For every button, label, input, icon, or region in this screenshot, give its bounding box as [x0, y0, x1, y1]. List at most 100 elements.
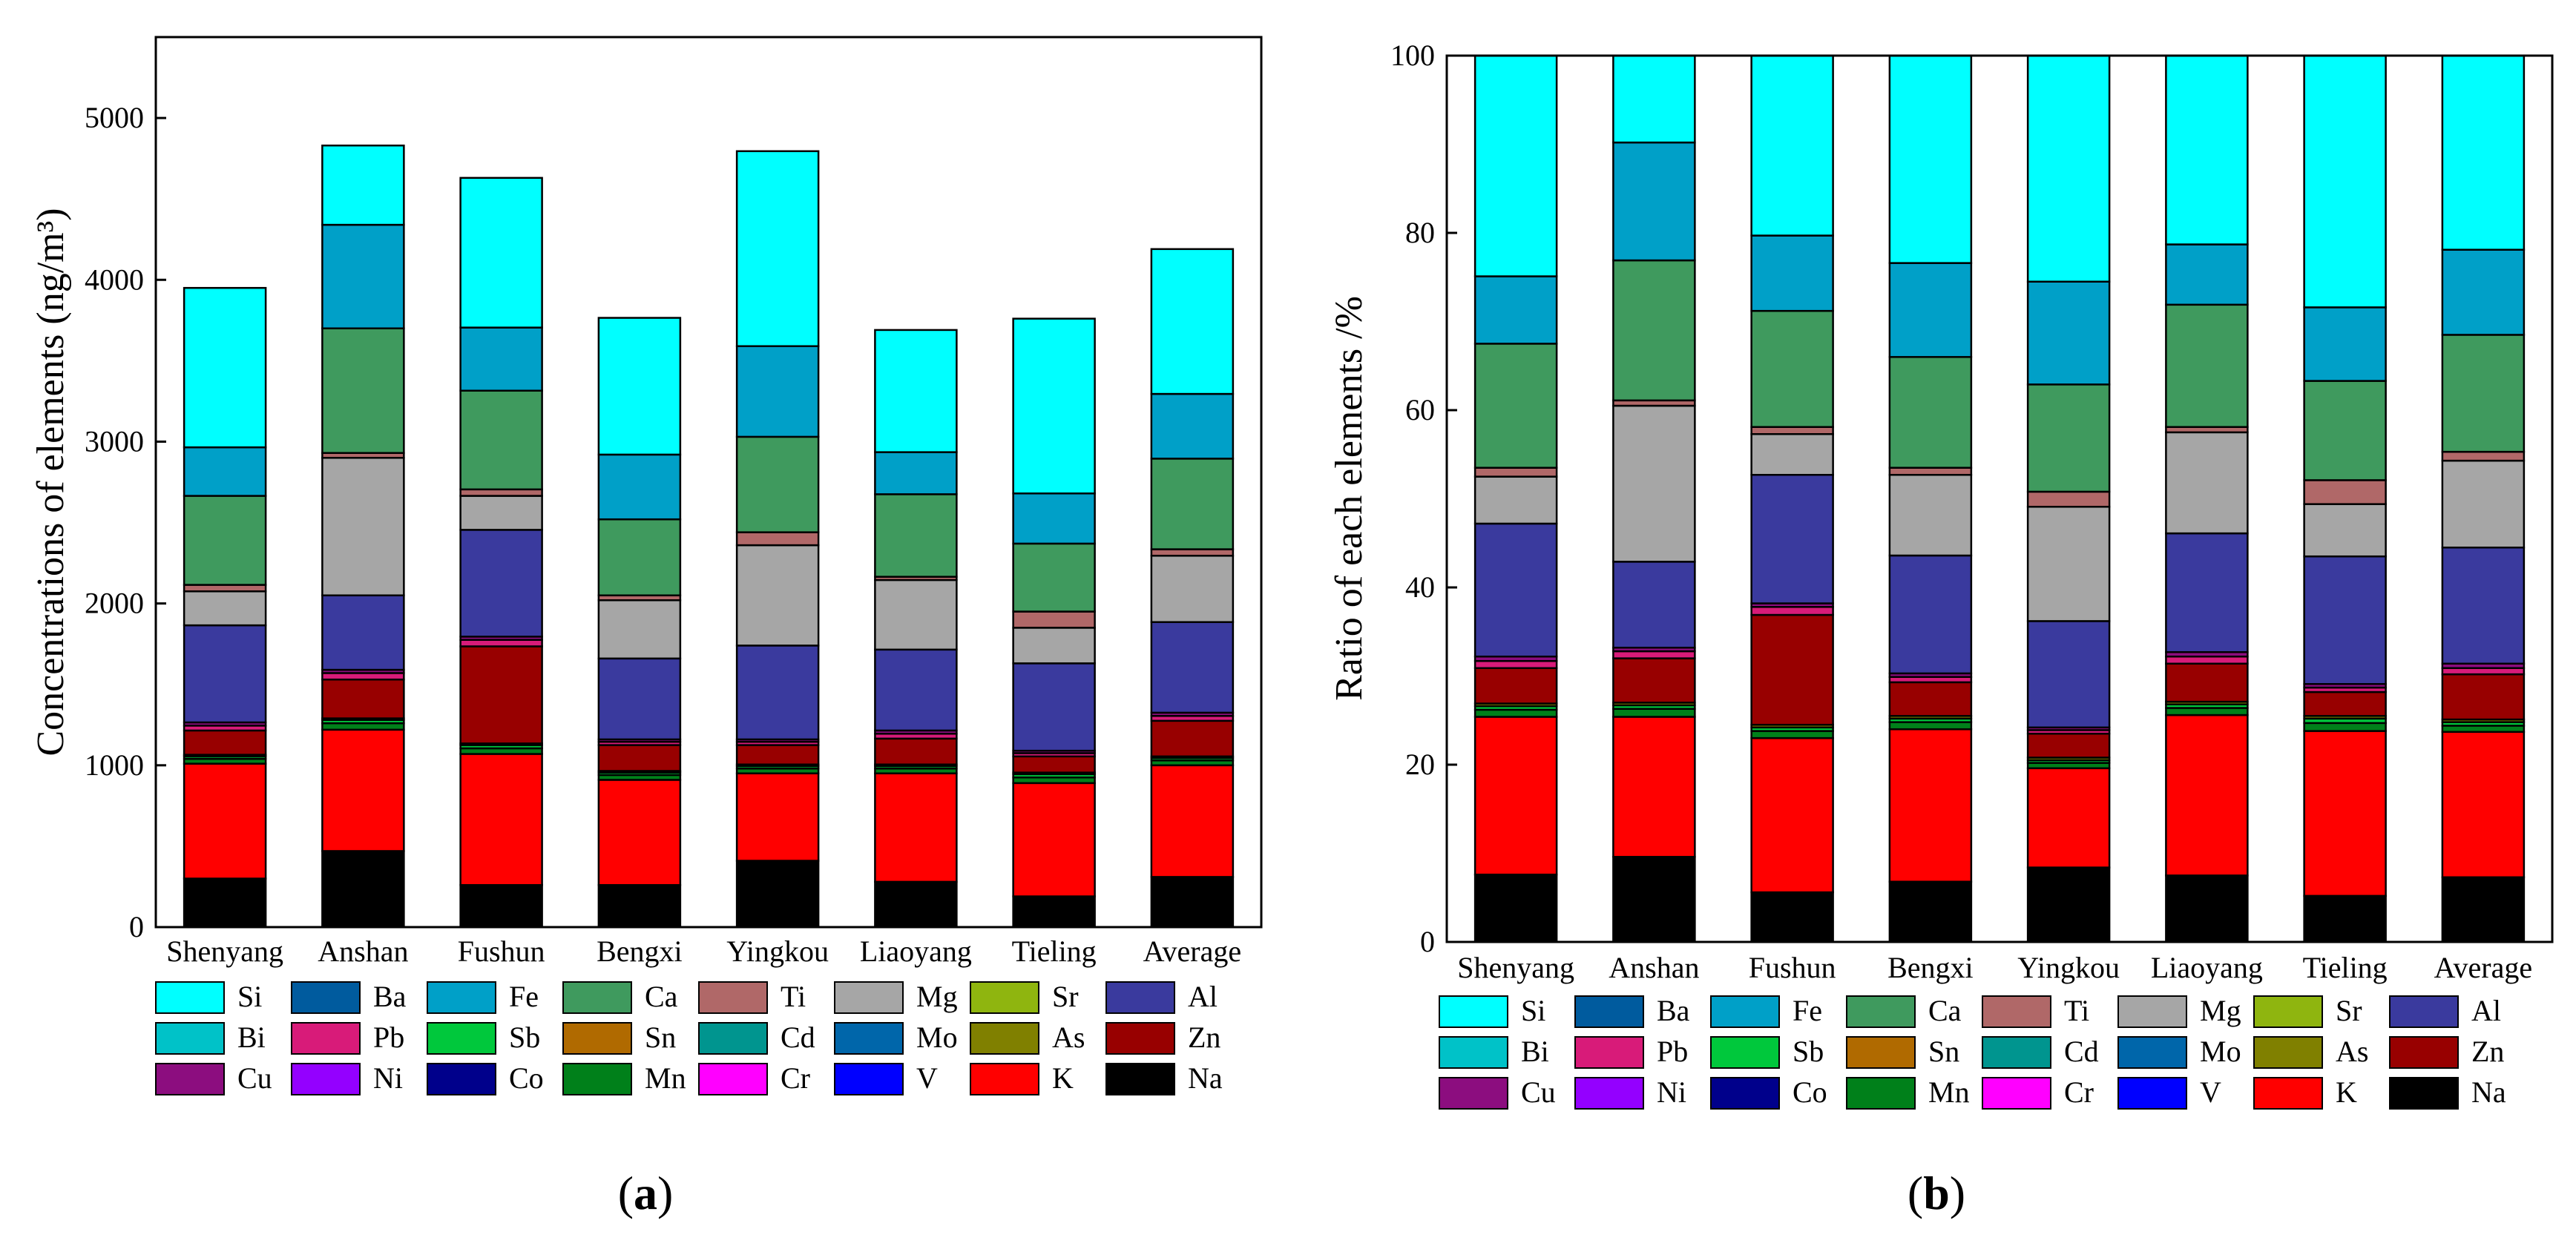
bar-segment-fe: [1888, 262, 1973, 358]
legend-label-v: V: [2200, 1075, 2221, 1109]
panel-label-open: (: [618, 1167, 634, 1219]
bar-segment-si: [1612, 54, 1696, 144]
legend-swatch-sr: [2253, 995, 2323, 1028]
bar-segment-al: [1612, 561, 1696, 649]
bar-segment-mg: [2026, 506, 2111, 622]
legend-swatch-pb: [1574, 1036, 1644, 1069]
bar-segment-fe: [874, 451, 958, 495]
y-tick-label: 60: [1405, 393, 1435, 426]
y-tick-label: 2000: [85, 587, 144, 620]
bar-segment-si: [735, 150, 820, 347]
bar-segment-si: [1012, 317, 1096, 495]
bar-segment-mn: [1888, 721, 1973, 731]
legend-label-v: V: [916, 1061, 938, 1095]
bar-segment-fe: [183, 446, 267, 497]
bar-segment-mg: [321, 457, 405, 596]
bar-segment-zn: [1012, 755, 1096, 774]
bar-segment-zn: [1150, 719, 1235, 758]
bar-segment-al: [2026, 620, 2111, 729]
bar-segment-si: [459, 177, 543, 329]
bar-segment-ti: [459, 488, 543, 497]
panel-label-letter: b: [1923, 1167, 1950, 1219]
legend-swatch-cu: [155, 1063, 225, 1095]
bar-segment-ca: [1612, 259, 1696, 402]
legend-swatch-si: [1439, 995, 1508, 1028]
legend-swatch-v: [2117, 1077, 2187, 1110]
plot-frame: [154, 36, 1263, 929]
bar-segment-pb: [459, 639, 543, 647]
y-tick-label: 3000: [85, 424, 144, 458]
bar-segment-zn: [1888, 681, 1973, 717]
bar-segment-fe: [321, 223, 405, 329]
bar-segment-zn: [2441, 673, 2526, 721]
x-tick-label: Average: [2434, 951, 2533, 984]
bar-segment-zn: [2303, 691, 2387, 717]
bar-segment-zn: [874, 737, 958, 765]
legend-swatch-bi: [1439, 1036, 1508, 1069]
legend-swatch-pb: [291, 1022, 361, 1055]
bar-segment-ca: [183, 495, 267, 586]
legend-label-cr: Cr: [2064, 1075, 2094, 1109]
bar-segment-k: [2303, 730, 2387, 897]
bar-segment-k: [2165, 714, 2249, 877]
bar-segment-k: [2441, 731, 2526, 879]
legend-label-sb: Sb: [509, 1021, 540, 1054]
panel-label-letter: a: [634, 1167, 657, 1219]
y-tick-label: 5000: [85, 101, 144, 134]
x-tick-label: Liaoyang: [860, 935, 972, 968]
legend-label-k: K: [2336, 1075, 2357, 1109]
legend-swatch-na: [2389, 1077, 2459, 1110]
panel-a: 0 1000 2000 3000 4000 5000 Shenyang Anshan Fushu…: [30, 36, 1263, 1219]
legend-label-mg: Mg: [2200, 994, 2241, 1027]
legend-label-k: K: [1052, 1061, 1074, 1095]
bar-segment-al: [2303, 555, 2387, 685]
legend-label-cr: Cr: [781, 1061, 810, 1095]
panel-label-close: ): [657, 1167, 673, 1219]
bar-segment-zn: [183, 729, 267, 756]
x-tick-label: Bengxi: [597, 935, 683, 968]
legend-label-mg: Mg: [916, 980, 958, 1013]
bar-segment-si: [2165, 54, 2249, 245]
panel-label: (a): [618, 1167, 674, 1219]
bar-segment-ti: [1888, 467, 1973, 476]
bar-segment-na: [2303, 894, 2387, 943]
bar-segment-na: [735, 860, 820, 929]
bar-segment-na: [183, 877, 267, 929]
bar-segment-na: [874, 880, 958, 929]
legend-label-mn: Mn: [645, 1061, 686, 1095]
bar-segment-ti: [2026, 490, 2111, 508]
bar-segment-k: [1150, 764, 1235, 878]
bar-segment-fe: [2303, 306, 2387, 382]
panel-b: 0 20 40 60 80 100 Shenyang Anshan Fushun Bengxi Yi…: [1328, 39, 2554, 1219]
bar-segment-fe: [2026, 280, 2111, 386]
bar-segment-si: [1150, 248, 1235, 395]
y-tick-label: 80: [1405, 216, 1435, 249]
bar-segment-mn: [2441, 725, 2526, 734]
bar-segment-mg: [459, 495, 543, 531]
bar-segment-ca: [1150, 458, 1235, 550]
bar-segment-k: [1012, 782, 1096, 897]
y-tick-label: 20: [1405, 748, 1435, 781]
panel-label: (b): [1908, 1167, 1965, 1219]
legend-swatch-cu: [1439, 1077, 1508, 1110]
bar-segment-fe: [459, 326, 543, 392]
bar-segment-ti: [735, 531, 820, 547]
bar-segment-mn: [2303, 722, 2387, 732]
bar-segment-mn: [1750, 730, 1834, 739]
y-tick-label: 0: [129, 910, 144, 943]
bar-segment-k: [2026, 767, 2111, 869]
bar-segment-fe: [2165, 243, 2249, 306]
bar-segment-ca: [874, 493, 958, 578]
y-tick-label: 0: [1420, 925, 1435, 958]
legend-label-sr: Sr: [1052, 980, 1079, 1013]
bar-segment-al: [459, 529, 543, 638]
bar-segment-k: [459, 753, 543, 886]
legend-label-ti: Ti: [2064, 994, 2089, 1027]
bar-segment-zn: [735, 744, 820, 765]
legend-label-si: Si: [237, 980, 262, 1013]
legend-label-na: Na: [2471, 1075, 2506, 1109]
bar-segment-ti: [1750, 426, 1834, 435]
bar-segment-ti: [1012, 610, 1096, 629]
bar-segment-mg: [735, 544, 820, 647]
x-tick-label: Anshan: [318, 935, 408, 968]
